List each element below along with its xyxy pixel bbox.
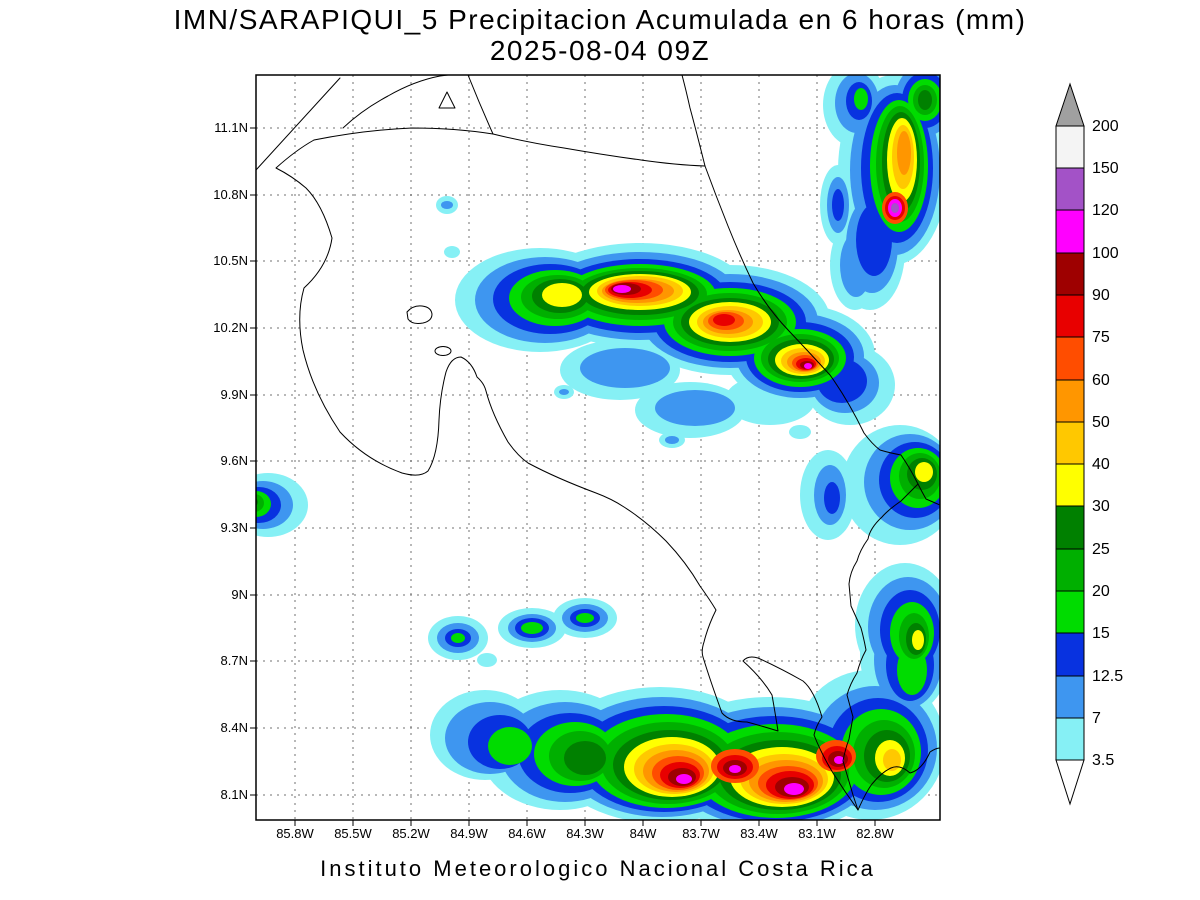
- lon-tick-label: 83.1W: [798, 826, 836, 841]
- colorbar-segment: [1055, 294, 1085, 338]
- colorbar-segment: [1055, 167, 1085, 211]
- colorbar-segment: [1055, 421, 1085, 465]
- colorbar-label: 200: [1092, 118, 1119, 135]
- lon-tick-label: 83.4W: [740, 826, 778, 841]
- lat-tick-label: 10.8N: [213, 187, 248, 202]
- colorbar-segment: [1055, 548, 1085, 592]
- colorbar-label: 75: [1092, 329, 1110, 346]
- colorbar-segment: [1055, 632, 1085, 677]
- colorbar-under-arrow: [1055, 759, 1085, 806]
- colorbar-segment: [1055, 379, 1085, 423]
- colorbar-label: 3.5: [1092, 752, 1114, 769]
- colorbar-label: 60: [1092, 372, 1110, 389]
- page-title: IMN/SARAPIQUI_5 Precipitacion Acumulada …: [173, 4, 1027, 35]
- colorbar-segment: [1055, 590, 1085, 634]
- lat-tick-label: 8.4N: [220, 720, 248, 735]
- lat-tick-label: 10.5N: [213, 253, 248, 268]
- colorbar-segment: [1055, 252, 1085, 296]
- colorbar-over-arrow: [1055, 82, 1085, 127]
- colorbar-segment: [1055, 125, 1085, 169]
- lon-tick-label: 85.2W: [392, 826, 430, 841]
- colorbar: 200 150 120 100 90 75 60 50 40 30 25 20 …: [1055, 82, 1123, 806]
- colorbar-segment: [1055, 209, 1085, 254]
- lon-tick-label: 84.6W: [508, 826, 546, 841]
- lon-tick-label: 84W: [629, 826, 657, 841]
- graticule-grid: [256, 75, 940, 820]
- lon-tick-label: 84.3W: [566, 826, 604, 841]
- colorbar-segment: [1055, 675, 1085, 719]
- colorbar-segment: [1055, 717, 1085, 761]
- lat-tick-label: 9.9N: [220, 387, 248, 402]
- page-subtitle-datetime: 2025-08-04 09Z: [489, 35, 711, 66]
- colorbar-label: 20: [1092, 583, 1110, 600]
- lon-tick-label: 83.7W: [682, 826, 720, 841]
- lat-tick-label: 8.7N: [220, 653, 248, 668]
- lat-tick-label: 9.6N: [220, 453, 248, 468]
- lat-tick-label: 8.1N: [220, 787, 248, 802]
- colorbar-label: 25: [1092, 541, 1110, 558]
- institution-credit: Instituto Meteorologico Nacional Costa R…: [320, 856, 876, 881]
- colorbar-label: 7: [1092, 710, 1101, 727]
- colorbar-segment: [1055, 463, 1085, 507]
- lat-tick-label: 9N: [231, 587, 248, 602]
- lat-tick-label: 11.1N: [214, 120, 248, 135]
- axis-tick-marks: [250, 127, 876, 826]
- precipitation-field: [256, 75, 940, 820]
- colorbar-label: 120: [1092, 202, 1119, 219]
- precip-level-120mm: [891, 203, 899, 213]
- coastline-borders: [256, 75, 940, 811]
- colorbar-label: 90: [1092, 287, 1110, 304]
- colorbar-label: 30: [1092, 498, 1110, 515]
- colorbar-label: 50: [1092, 414, 1110, 431]
- map-frame: [255, 74, 941, 821]
- colorbar-label: 100: [1092, 245, 1119, 262]
- colorbar-label: 12.5: [1092, 668, 1123, 685]
- lon-tick-label: 82.8W: [856, 826, 894, 841]
- lon-tick-label: 84.9W: [450, 826, 488, 841]
- lon-tick-label: 85.8W: [276, 826, 314, 841]
- colorbar-segment: [1055, 336, 1085, 381]
- colorbar-label: 15: [1092, 625, 1110, 642]
- lat-tick-label: 9.3N: [220, 520, 248, 535]
- lon-tick-label: 85.5W: [334, 826, 372, 841]
- precip-level-100mm: [613, 199, 902, 795]
- lat-tick-label: 10.2N: [213, 320, 248, 335]
- colorbar-segment: [1055, 505, 1085, 550]
- colorbar-label: 150: [1092, 160, 1119, 177]
- colorbar-label: 40: [1092, 456, 1110, 473]
